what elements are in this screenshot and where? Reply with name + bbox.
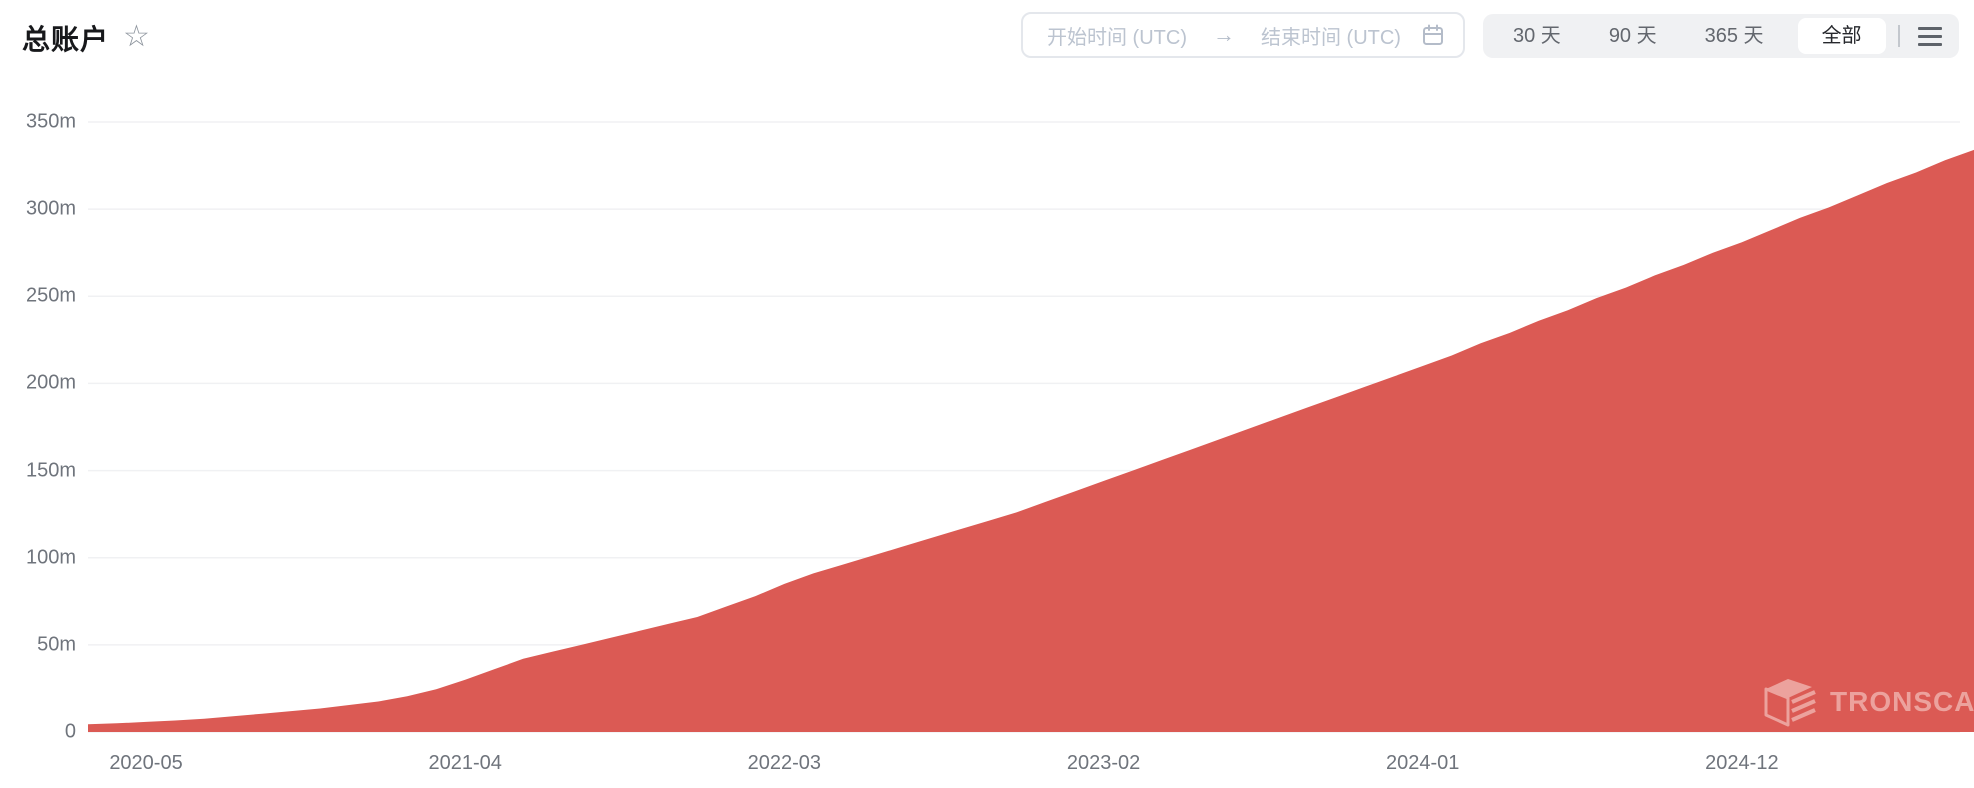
y-axis-label: 250m xyxy=(25,284,76,307)
y-axis-label: 350m xyxy=(25,110,76,133)
range-button-all[interactable]: 全部 xyxy=(1797,18,1886,54)
x-axis-label: 2022-03 xyxy=(747,752,822,774)
y-axis-label: 0 xyxy=(64,720,76,743)
title-wrap: 总账户 ☆ xyxy=(22,18,150,58)
y-axis-label: 150m xyxy=(25,459,76,482)
range-button-30d[interactable]: 30 天 xyxy=(1503,18,1571,54)
x-axis-label: 2024-12 xyxy=(1705,752,1779,774)
favorite-star-icon[interactable]: ☆ xyxy=(123,20,150,53)
hamburger-menu-icon[interactable] xyxy=(1917,23,1944,49)
x-axis-label: 2021-04 xyxy=(428,752,502,774)
x-axis-label: 2024-01 xyxy=(1386,752,1460,774)
range-button-365d[interactable]: 365 天 xyxy=(1695,18,1774,54)
x-axis-label: 2023-02 xyxy=(1066,752,1141,774)
start-date-placeholder[interactable]: 开始时间 (UTC) xyxy=(1047,26,1187,49)
range-buttons-group: 30 天 90 天 365 天 全部 xyxy=(1483,14,1959,58)
date-range-picker[interactable]: 开始时间 (UTC) → 结束时间 (UTC) xyxy=(1021,12,1465,58)
arrow-right-icon: → xyxy=(1212,22,1235,47)
chart-header: 总账户 ☆ 开始时间 (UTC) → 结束时间 (UTC) 30 天 90 天 … xyxy=(0,0,1974,72)
calendar-icon[interactable] xyxy=(1421,23,1445,47)
y-axis-label: 300m xyxy=(25,197,76,220)
page-title: 总账户 xyxy=(22,24,110,55)
y-axis-label: 200m xyxy=(25,371,76,394)
divider xyxy=(1897,25,1900,47)
x-axis-label: 2020-05 xyxy=(109,752,183,774)
range-button-90d[interactable]: 90 天 xyxy=(1599,18,1667,54)
total-accounts-area-series[interactable] xyxy=(88,149,1974,732)
y-axis-label: 100m xyxy=(25,546,76,569)
end-date-placeholder[interactable]: 结束时间 (UTC) xyxy=(1260,26,1401,49)
y-axis-label: 50m xyxy=(37,633,76,656)
